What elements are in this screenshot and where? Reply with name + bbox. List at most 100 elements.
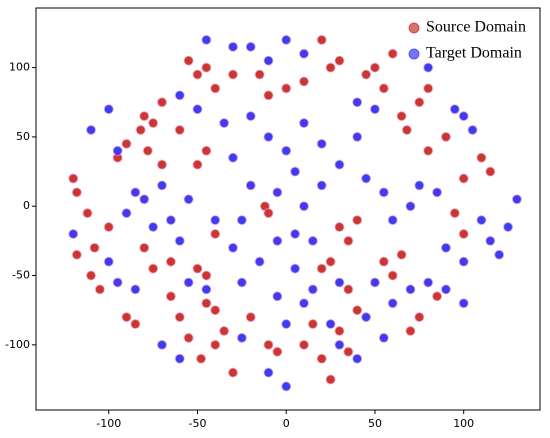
point bbox=[485, 166, 496, 177]
plot-frame bbox=[35, 7, 541, 411]
point bbox=[405, 325, 416, 337]
points bbox=[68, 34, 523, 392]
point bbox=[174, 353, 185, 364]
point bbox=[440, 284, 452, 295]
point bbox=[272, 291, 283, 302]
point bbox=[112, 145, 123, 156]
point bbox=[352, 97, 363, 108]
point bbox=[502, 221, 514, 233]
point bbox=[316, 34, 327, 45]
point bbox=[414, 312, 425, 323]
point bbox=[440, 242, 452, 253]
point bbox=[156, 97, 168, 108]
point bbox=[135, 124, 146, 136]
point bbox=[325, 374, 336, 385]
point bbox=[405, 201, 416, 212]
point bbox=[183, 55, 194, 66]
point bbox=[387, 214, 398, 226]
point bbox=[210, 214, 221, 226]
point bbox=[210, 305, 221, 316]
point bbox=[71, 249, 82, 260]
point bbox=[103, 104, 114, 115]
point bbox=[192, 104, 203, 115]
point bbox=[263, 339, 274, 350]
point bbox=[289, 263, 301, 274]
point bbox=[174, 124, 185, 136]
x-tick-label: -50 bbox=[189, 417, 207, 430]
point bbox=[298, 298, 310, 309]
point bbox=[298, 48, 310, 59]
point bbox=[130, 318, 141, 330]
point bbox=[352, 131, 363, 143]
point bbox=[307, 284, 318, 295]
point bbox=[431, 291, 443, 302]
point bbox=[334, 325, 345, 337]
point bbox=[156, 180, 168, 191]
point bbox=[254, 256, 265, 267]
point bbox=[148, 263, 159, 274]
point bbox=[334, 55, 345, 66]
point bbox=[210, 339, 221, 350]
point bbox=[94, 284, 105, 295]
point bbox=[210, 228, 221, 240]
point bbox=[272, 187, 283, 198]
point bbox=[423, 83, 434, 94]
x-tick-label: 0 bbox=[283, 417, 290, 430]
point bbox=[192, 159, 203, 170]
point bbox=[201, 298, 212, 309]
point bbox=[458, 298, 469, 309]
point bbox=[423, 62, 434, 73]
point bbox=[298, 76, 310, 87]
point bbox=[423, 145, 434, 156]
point bbox=[71, 187, 82, 198]
point bbox=[343, 235, 354, 246]
point bbox=[369, 277, 381, 288]
point bbox=[263, 90, 274, 101]
point bbox=[316, 353, 327, 364]
point bbox=[476, 152, 487, 163]
point bbox=[281, 318, 292, 330]
point bbox=[227, 152, 239, 163]
point bbox=[440, 131, 452, 143]
y-tick-label: 100 bbox=[9, 61, 30, 74]
point bbox=[139, 194, 150, 205]
point bbox=[360, 312, 372, 323]
point bbox=[103, 221, 114, 233]
point bbox=[82, 208, 93, 219]
point bbox=[227, 242, 239, 253]
point bbox=[352, 353, 363, 364]
y-tick-label: 0 bbox=[23, 199, 30, 212]
point bbox=[89, 242, 100, 253]
point bbox=[236, 277, 247, 288]
point bbox=[414, 180, 425, 191]
point bbox=[325, 318, 336, 330]
point bbox=[325, 62, 336, 73]
point bbox=[165, 256, 176, 267]
point bbox=[334, 159, 345, 170]
point bbox=[156, 159, 168, 170]
point bbox=[219, 117, 230, 129]
point bbox=[263, 367, 274, 378]
x-tick-label: -100 bbox=[96, 417, 121, 430]
point bbox=[236, 214, 247, 226]
point bbox=[485, 235, 496, 246]
point bbox=[192, 69, 203, 80]
point bbox=[245, 41, 256, 52]
point bbox=[148, 221, 159, 233]
legend-label: Target Domain bbox=[426, 45, 522, 62]
point bbox=[378, 256, 389, 267]
point bbox=[245, 312, 256, 323]
point bbox=[334, 221, 345, 233]
point bbox=[272, 235, 283, 246]
point bbox=[130, 284, 141, 295]
point bbox=[307, 318, 318, 330]
point bbox=[298, 339, 310, 350]
point bbox=[458, 173, 469, 184]
point bbox=[423, 277, 434, 288]
point bbox=[387, 298, 398, 309]
point bbox=[165, 291, 176, 302]
point bbox=[227, 367, 239, 378]
point bbox=[289, 228, 301, 240]
point bbox=[263, 131, 274, 143]
